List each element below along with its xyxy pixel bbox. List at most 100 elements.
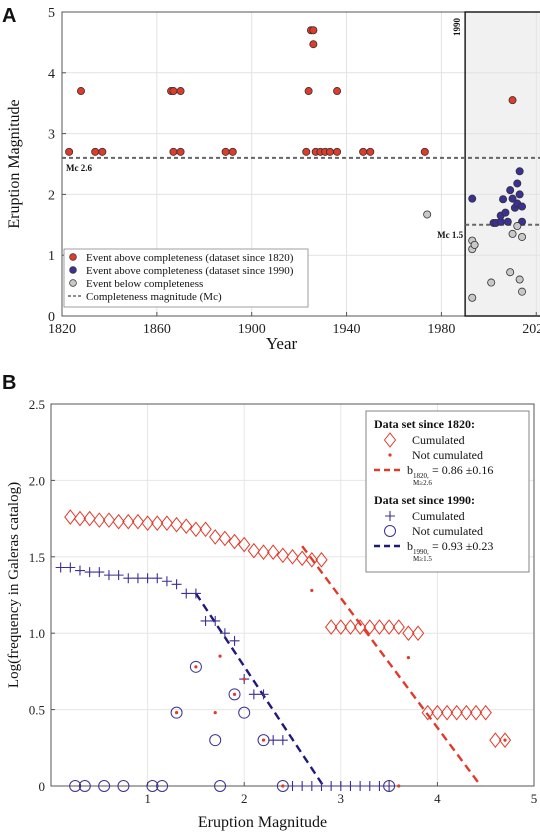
data-point (258, 689, 269, 700)
data-point (242, 677, 246, 681)
data-point (200, 615, 211, 626)
shaded-region-border (464, 11, 540, 317)
data-point (161, 576, 172, 587)
data-point (267, 544, 280, 561)
data-point (189, 660, 202, 673)
data-point (353, 619, 367, 635)
data-point (335, 781, 346, 791)
data-point (460, 704, 473, 721)
tick-label-x: 1820 (48, 322, 76, 337)
data-point (382, 619, 396, 635)
tick-label-y: 0.5 (29, 703, 45, 718)
data-point (174, 711, 179, 715)
data-point (210, 615, 221, 626)
data-point (76, 87, 85, 96)
data-point (334, 619, 347, 635)
data-point (333, 87, 342, 96)
legend-b-subscript: M≥2.6 (413, 479, 432, 487)
data-point (65, 147, 74, 156)
data-point (383, 432, 397, 448)
data-point (309, 26, 318, 35)
data-point (117, 780, 130, 792)
data-point (141, 515, 154, 531)
data-point (213, 711, 217, 715)
data-point (345, 781, 356, 791)
data-point (123, 573, 134, 584)
legend-box (63, 248, 309, 308)
data-point (103, 570, 114, 581)
legend-label: Not cumulated (412, 524, 483, 538)
tick-label-y: 2.0 (29, 473, 45, 488)
data-point (218, 654, 222, 658)
legend-label: Event above completeness (dataset since … (86, 265, 294, 277)
data-point (69, 780, 82, 792)
data-point (98, 780, 111, 792)
tick-label-x: 4 (434, 791, 441, 806)
data-point (151, 515, 164, 531)
data-point (94, 567, 105, 578)
data-point (276, 547, 289, 564)
legend-label: Not cumulated (412, 448, 483, 462)
data-point (489, 732, 502, 748)
data-point (385, 511, 395, 521)
data-point (169, 147, 178, 156)
data-point (468, 194, 477, 203)
data-point (431, 704, 444, 721)
data-point (515, 190, 524, 199)
tick-label-y: 3 (48, 128, 55, 143)
tick-label-y: 2 (48, 188, 55, 203)
data-point (363, 619, 376, 635)
x-axis-label: Year (266, 334, 298, 353)
data-point (247, 542, 260, 559)
data-point (169, 87, 178, 96)
data-point (503, 217, 512, 226)
legend-label: Cumulated (412, 433, 465, 447)
data-point (64, 509, 77, 525)
data-point (518, 202, 527, 211)
data-point (287, 781, 298, 791)
data-point (221, 147, 230, 156)
completeness-label: Mc 1.5 (437, 230, 463, 240)
data-point (366, 147, 375, 156)
data-point (325, 619, 338, 635)
data-point (170, 516, 183, 533)
y-axis-label: Log(frequency in Galeras catalog) (6, 482, 22, 688)
shaded-region-label: 1990 (452, 18, 462, 37)
data-point (122, 513, 135, 530)
data-point (190, 588, 201, 599)
data-point (142, 573, 153, 584)
data-point (146, 780, 159, 792)
data-point (469, 704, 483, 721)
data-point (176, 87, 185, 96)
data-point (268, 735, 279, 746)
data-point (132, 573, 143, 584)
data-point (450, 704, 463, 721)
tick-label-y: 5 (48, 6, 55, 21)
legend-b-symbol: b (407, 463, 413, 477)
data-point (468, 293, 477, 302)
legend-swatch-dot (69, 279, 77, 287)
data-point (229, 635, 240, 646)
data-point (333, 147, 342, 156)
data-point (515, 167, 524, 176)
data-point (84, 567, 95, 578)
data-point (499, 195, 508, 204)
data-point (392, 619, 405, 635)
data-point (384, 525, 396, 537)
data-point (180, 518, 193, 535)
data-point (326, 781, 337, 791)
legend-group-title: Data set since 1990: (374, 493, 475, 507)
data-point (388, 453, 392, 457)
data-point (209, 734, 222, 747)
tick-label-x: 1900 (238, 322, 266, 337)
data-point (113, 570, 124, 581)
data-point (297, 781, 308, 791)
data-point (501, 208, 510, 217)
data-point (515, 275, 524, 284)
data-point (219, 628, 230, 639)
data-point (181, 588, 192, 599)
data-point (228, 688, 241, 701)
legend-b-symbol: b (407, 539, 413, 553)
